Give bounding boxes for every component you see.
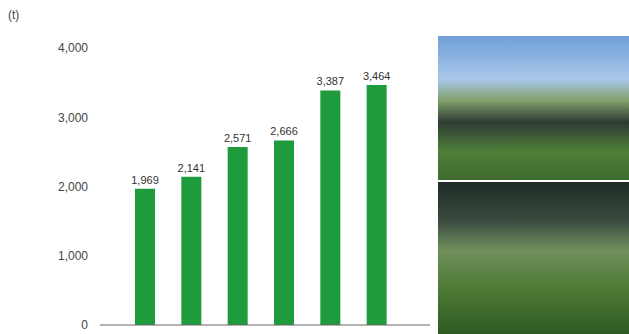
svg-text:3,387: 3,387 [317, 75, 345, 87]
svg-text:2,571: 2,571 [224, 132, 252, 144]
svg-text:3,464: 3,464 [363, 70, 391, 82]
html-text:(t): (t) [8, 8, 20, 22]
svg-text:1,969: 1,969 [131, 174, 159, 186]
svg-text:0: 0 [81, 318, 88, 332]
svg-text:1,000: 1,000 [58, 249, 88, 263]
svg-text:2,000: 2,000 [58, 180, 88, 194]
svg-text:2,666: 2,666 [270, 125, 298, 137]
svg-text:3,000: 3,000 [58, 111, 88, 125]
svg-text:4,000: 4,000 [58, 41, 88, 55]
svg-text:2,141: 2,141 [178, 162, 206, 174]
